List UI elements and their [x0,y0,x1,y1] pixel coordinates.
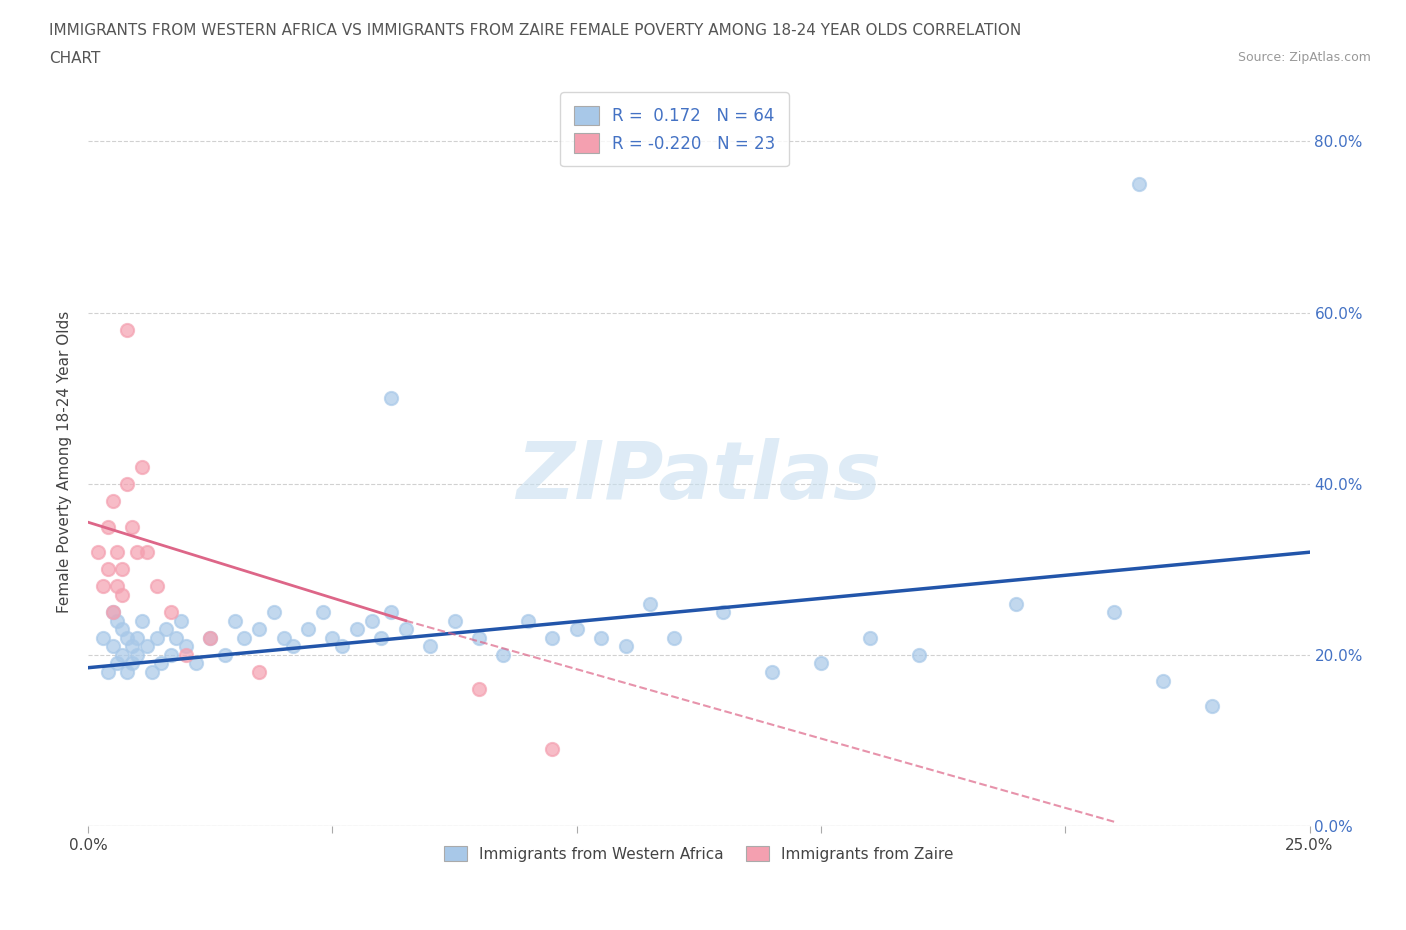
Point [121,519,143,534]
Point [111,647,134,662]
Point [170,613,193,628]
Point [263,604,285,619]
Point [1005,596,1028,611]
Point [283,639,305,654]
Point [380,391,402,405]
Point [115,476,138,491]
Point [97,562,120,577]
Point [97,519,120,534]
Point [200,631,222,645]
Point [87,545,110,560]
Point [150,656,173,671]
Point [443,613,465,628]
Point [125,647,148,662]
Legend: Immigrants from Western Africa, Immigrants from Zaire: Immigrants from Western Africa, Immigran… [436,838,962,870]
Point [468,682,491,697]
Point [91,631,114,645]
Point [184,656,207,671]
Point [214,647,236,662]
Point [395,622,418,637]
Point [160,647,183,662]
Point [200,631,222,645]
Point [233,631,256,645]
Text: CHART: CHART [49,51,101,66]
Point [101,639,124,654]
Point [121,656,143,671]
Point [155,622,177,637]
Text: ZIPatlas: ZIPatlas [516,438,882,516]
Y-axis label: Female Poverty Among 18-24 Year Olds: Female Poverty Among 18-24 Year Olds [58,312,72,614]
Point [165,631,187,645]
Point [638,596,661,611]
Point [107,613,129,628]
Point [131,613,153,628]
Point [516,613,538,628]
Point [565,622,588,637]
Point [419,639,441,654]
Point [492,647,515,662]
Point [135,545,157,560]
Point [131,459,153,474]
Point [115,631,138,645]
Point [907,647,929,662]
Point [101,494,124,509]
Point [224,613,246,628]
Point [145,631,167,645]
Point [859,631,882,645]
Point [1201,698,1223,713]
Point [247,665,270,680]
Point [761,665,783,680]
Point [121,639,143,654]
Point [711,604,734,619]
Point [111,588,134,603]
Point [810,656,832,671]
Point [380,604,402,619]
Point [346,622,368,637]
Point [125,631,148,645]
Point [135,639,157,654]
Point [111,562,134,577]
Point [360,613,382,628]
Point [101,604,124,619]
Point [1152,673,1174,688]
Point [174,639,197,654]
Point [174,647,197,662]
Point [247,622,270,637]
Point [115,323,138,338]
Text: Source: ZipAtlas.com: Source: ZipAtlas.com [1237,51,1371,64]
Point [468,631,491,645]
Point [107,579,129,594]
Point [111,622,134,637]
Point [311,604,333,619]
Point [1128,177,1150,192]
Point [591,631,613,645]
Point [125,545,148,560]
Point [107,545,129,560]
Point [115,665,138,680]
Point [541,631,564,645]
Point [160,604,183,619]
Point [614,639,637,654]
Point [101,604,124,619]
Point [273,631,295,645]
Point [145,579,167,594]
Point [330,639,353,654]
Point [91,579,114,594]
Point [107,656,129,671]
Text: IMMIGRANTS FROM WESTERN AFRICA VS IMMIGRANTS FROM ZAIRE FEMALE POVERTY AMONG 18-: IMMIGRANTS FROM WESTERN AFRICA VS IMMIGR… [49,23,1022,38]
Point [1102,604,1125,619]
Point [297,622,319,637]
Point [141,665,163,680]
Point [97,665,120,680]
Point [664,631,686,645]
Point [321,631,343,645]
Point [370,631,392,645]
Point [541,741,564,756]
